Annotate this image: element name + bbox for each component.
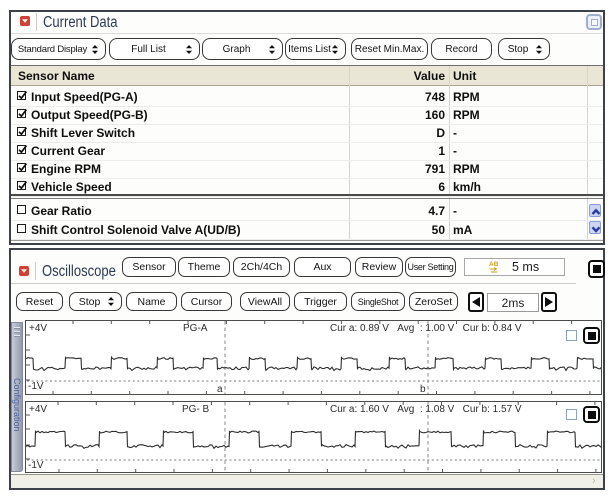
svg-text:AB: AB — [489, 261, 499, 268]
